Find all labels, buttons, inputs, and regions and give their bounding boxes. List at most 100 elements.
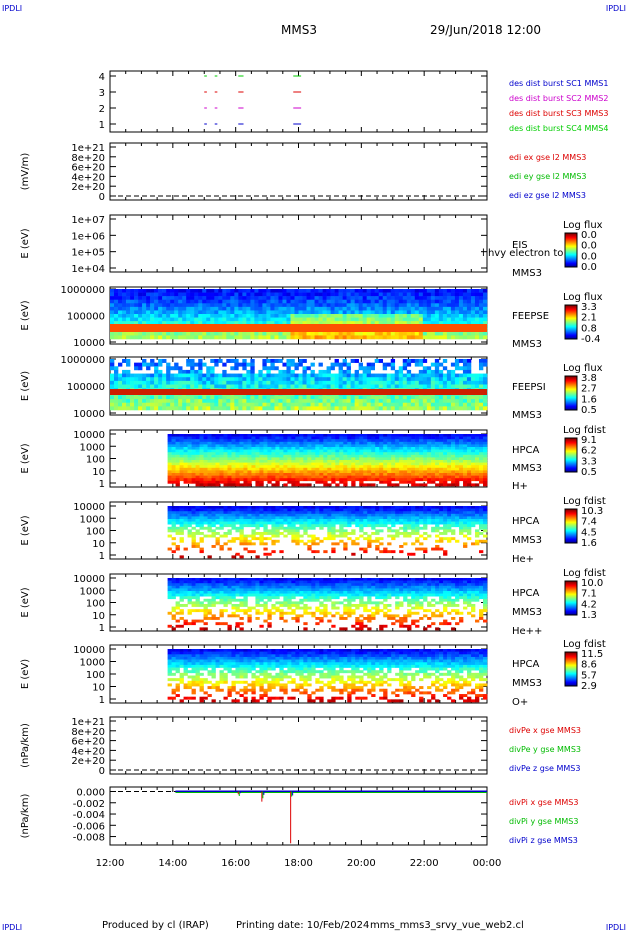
ytick-label-divpe-0: 0 — [99, 766, 105, 777]
legend-edi-0: edi ex gse l2 MMS3 — [509, 153, 586, 162]
ytick-label-hpca_h-0: 1 — [99, 479, 105, 490]
panel-label-hpca_hepp-1: MMS3 — [512, 607, 542, 618]
colorbar-tick-hpca_hepp-0: 10.0 — [581, 578, 603, 589]
ylabel-hpca_o: E (eV) — [20, 659, 31, 689]
colorbar-title-feepse: Log flux — [563, 292, 603, 303]
spacecraft-title: MMS3 — [281, 23, 317, 37]
colorbar-title-eis: Log flux — [563, 220, 603, 231]
colorbar-frame-hpca_he — [564, 508, 578, 544]
ytick-label-hpca_hepp-1: 10 — [92, 611, 105, 622]
ytick-label-divpe-5: 1e+21 — [71, 717, 105, 728]
burst-legend-3: des dist burst SC4 MMS4 — [509, 124, 608, 133]
colorbar-hpca_he — [565, 509, 577, 544]
spectrogram-band-feepse — [110, 324, 487, 332]
panel-label-hpca_h-2: H+ — [512, 481, 528, 492]
spectrogram-hpca_o — [167, 649, 488, 703]
ytick-label-divpi-1: -0.006 — [73, 821, 105, 832]
ylabel-divpe: (nPa/km) — [20, 723, 31, 768]
ytick-label-feepse-1: 100000 — [67, 312, 105, 323]
colorbar-tick-hpca_h-0: 9.1 — [581, 435, 597, 446]
ytick-label-divpe-3: 6e+20 — [71, 737, 105, 748]
spectrogram-hpca_h — [167, 434, 488, 487]
ylabel-divpi: (nPa/km) — [20, 794, 31, 839]
colorbar-tick-hpca_o-3: 2.9 — [581, 681, 597, 692]
ytick-label-edi-1: 2e+20 — [71, 182, 105, 193]
colorbar-tick-hpca_he-3: 1.6 — [581, 538, 597, 549]
burst-legend-0: des dist burst SC1 MMS1 — [509, 79, 608, 88]
colorbar-tick-feepsi-0: 3.8 — [581, 373, 597, 384]
panel-frame-10 — [109, 786, 488, 846]
ytick-label-hpca_o-4: 10000 — [73, 645, 105, 656]
colorbar-tick-feepsi-3: 0.5 — [581, 405, 597, 416]
panel-label-eis-1: MMS3 — [512, 268, 542, 279]
colorbar-title-hpca_he: Log fdist — [563, 496, 606, 507]
panel-label-hpca_o-0: HPCA — [512, 659, 540, 670]
corner-label-bottom-right: IPDLI — [605, 923, 626, 932]
panel-time-ticks-0 — [109, 71, 488, 132]
panel-time-ticks-2 — [109, 215, 488, 272]
ytick-label-eis-0: 1e+04 — [71, 264, 105, 275]
panel-label-hpca_h-1: MMS3 — [512, 463, 542, 474]
xtick-label-1: 14:00 — [158, 858, 187, 869]
panel-time-ticks-6 — [109, 502, 488, 559]
xtick-label-4: 20:00 — [347, 858, 376, 869]
ytick-label-feepsi-1: 100000 — [67, 382, 105, 393]
ytick-label-burst-3: 4 — [99, 72, 105, 83]
ytick-label-feepsi-2: 1000000 — [60, 355, 105, 366]
colorbar-tick-feepse-0: 3.3 — [581, 302, 597, 313]
eis-overlay-text: l hvy electron to — [482, 248, 563, 259]
colorbar-tick-hpca_hepp-1: 7.1 — [581, 589, 597, 600]
panel-label-feepsi-0: FEEPSI — [512, 382, 546, 393]
ytick-label-burst-1: 2 — [99, 104, 105, 115]
ytick-label-hpca_he-0: 1 — [99, 551, 105, 562]
panel-label-feepse-1: MMS3 — [512, 339, 542, 350]
legend-divpe-1: divPe y gse MMS3 — [509, 745, 581, 754]
colorbar-frame-hpca_h — [564, 437, 578, 473]
xtick-label-2: 16:00 — [221, 858, 250, 869]
colorbar-frame-hpca_o — [564, 651, 578, 687]
ytick-label-hpca_hepp-0: 1 — [99, 623, 105, 634]
ytick-label-hpca_o-3: 1000 — [80, 658, 105, 669]
ytick-label-divpe-2: 4e+20 — [71, 746, 105, 757]
ytick-label-hpca_h-2: 100 — [86, 455, 105, 466]
ytick-label-divpi-4: 0.000 — [76, 788, 105, 799]
ytick-label-hpca_h-4: 10000 — [73, 430, 105, 441]
colorbar-tick-hpca_he-1: 7.4 — [581, 517, 597, 528]
ylabel-edi: (mV/m) — [20, 153, 31, 191]
ytick-label-hpca_o-2: 100 — [86, 670, 105, 681]
ytick-label-hpca_hepp-2: 100 — [86, 599, 105, 610]
colorbar-tick-feepse-3: -0.4 — [581, 334, 601, 345]
panel-label-hpca_o-1: MMS3 — [512, 678, 542, 689]
ylabel-hpca_hepp: E (eV) — [20, 587, 31, 617]
ytick-label-feepsi-0: 10000 — [73, 409, 105, 420]
panel-label-hpca_hepp-2: He++ — [512, 626, 542, 637]
colorbar-tick-eis-2: 0.0 — [581, 251, 597, 262]
spectrogram-hpca_hepp — [167, 578, 488, 631]
ytick-label-edi-0: 0 — [99, 192, 105, 203]
ytick-label-divpe-1: 2e+20 — [71, 756, 105, 767]
colorbar-title-hpca_hepp: Log fdist — [563, 568, 606, 579]
burst-legend-2: des dist burst SC3 MMS3 — [509, 109, 608, 118]
panel-time-ticks-10 — [109, 787, 488, 845]
datetime-title: 29/Jun/2018 12:00 — [430, 23, 542, 37]
spectrogram-band-feepsi — [110, 389, 487, 395]
ytick-label-hpca_o-1: 10 — [92, 683, 105, 694]
colorbar-tick-hpca_h-3: 0.5 — [581, 467, 597, 478]
panel-label-hpca_o-2: O+ — [512, 697, 528, 708]
ytick-label-hpca_hepp-4: 10000 — [73, 574, 105, 585]
colorbar-tick-eis-3: 0.0 — [581, 262, 597, 273]
legend-divpe-0: divPe x gse MMS3 — [509, 726, 581, 735]
ytick-label-burst-2: 3 — [99, 88, 105, 99]
colorbar-tick-hpca_hepp-2: 4.2 — [581, 599, 597, 610]
colorbar-title-feepsi: Log flux — [563, 363, 603, 374]
ytick-label-eis-2: 1e+06 — [71, 231, 105, 242]
colorbar-title-hpca_o: Log fdist — [563, 639, 606, 650]
ylabel-hpca_h: E (eV) — [20, 443, 31, 473]
colorbar-frame-feepsi — [564, 375, 578, 411]
burst-legend-1: des dist burst SC2 MMS2 — [509, 94, 608, 103]
panel-label-feepsi-1: MMS3 — [512, 410, 542, 421]
panel-label-hpca_h-0: HPCA — [512, 445, 540, 456]
colorbar-tick-hpca_o-1: 8.6 — [581, 660, 597, 671]
colorbar-tick-hpca_hepp-3: 1.3 — [581, 610, 597, 621]
ylabel-hpca_he: E (eV) — [20, 515, 31, 545]
